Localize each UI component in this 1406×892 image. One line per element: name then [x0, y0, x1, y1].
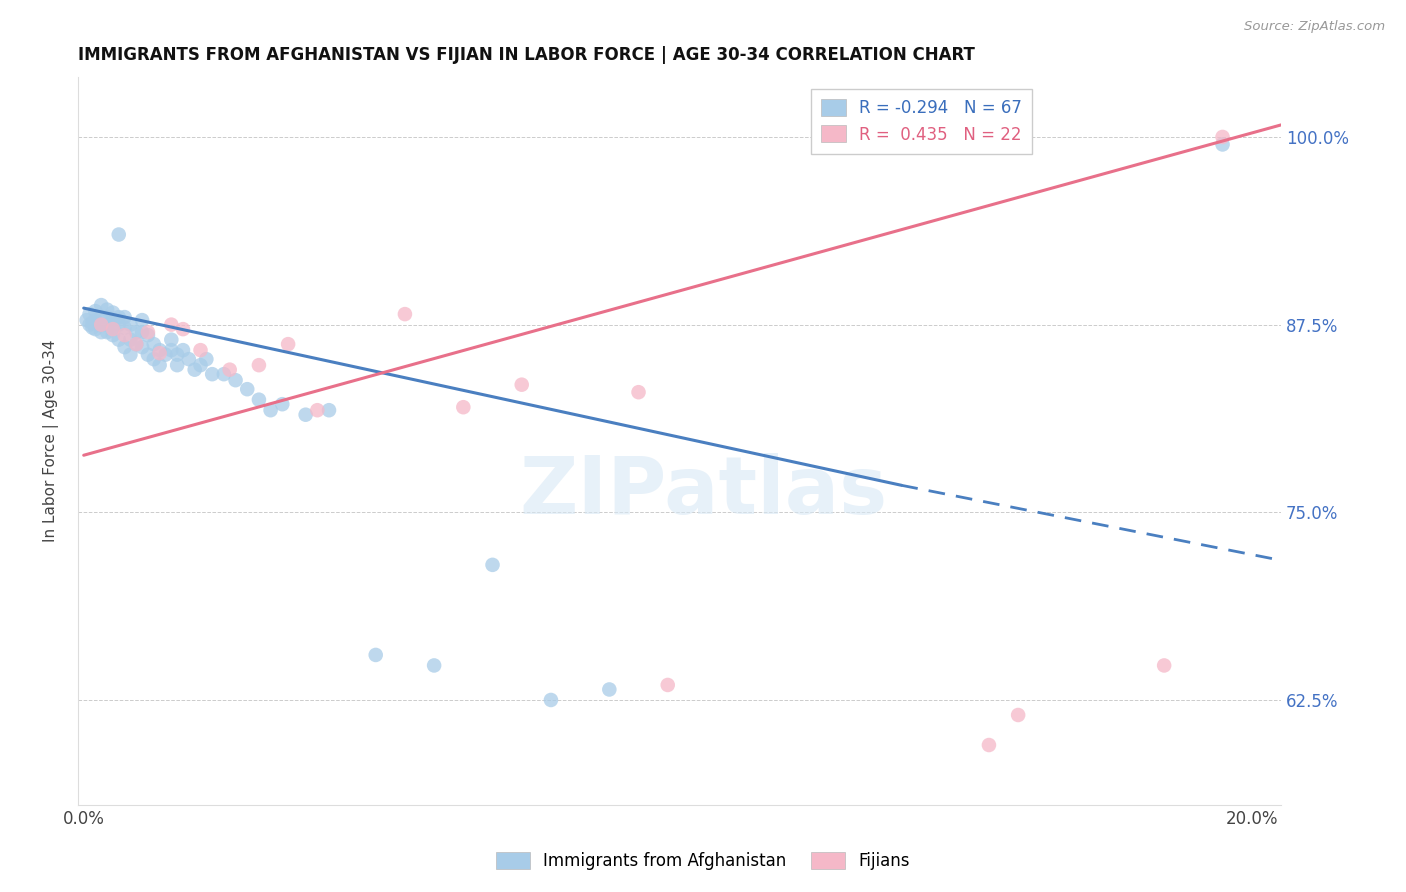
Point — [218, 362, 240, 376]
Point — [977, 738, 1000, 752]
Point — [96, 325, 118, 339]
Point — [166, 348, 188, 362]
Point — [101, 322, 124, 336]
Point — [82, 316, 104, 330]
Point — [107, 333, 129, 347]
Point — [96, 318, 118, 332]
Point — [172, 343, 194, 358]
Point — [160, 333, 183, 347]
Point — [114, 328, 136, 343]
Y-axis label: In Labor Force | Age 30-34: In Labor Force | Age 30-34 — [44, 340, 59, 542]
Point — [172, 322, 194, 336]
Point — [657, 678, 679, 692]
Point — [136, 325, 159, 339]
Point — [131, 325, 153, 339]
Point — [1153, 658, 1175, 673]
Point — [166, 358, 188, 372]
Point — [318, 403, 340, 417]
Point — [225, 373, 247, 387]
Point — [101, 313, 124, 327]
Point — [177, 352, 200, 367]
Point — [598, 682, 620, 697]
Point — [114, 310, 136, 325]
Point — [1212, 130, 1234, 145]
Point — [107, 318, 129, 332]
Point — [540, 693, 562, 707]
Point — [364, 648, 387, 662]
Point — [142, 352, 165, 367]
Point — [247, 392, 270, 407]
Point — [82, 320, 104, 334]
Point — [96, 310, 118, 325]
Text: Source: ZipAtlas.com: Source: ZipAtlas.com — [1244, 20, 1385, 33]
Point — [84, 322, 107, 336]
Legend: R = -0.294   N = 67, R =  0.435   N = 22: R = -0.294 N = 67, R = 0.435 N = 22 — [811, 89, 1032, 153]
Point — [114, 320, 136, 334]
Text: ZIPatlas: ZIPatlas — [519, 453, 887, 531]
Point — [84, 304, 107, 318]
Point — [101, 320, 124, 334]
Point — [160, 318, 183, 332]
Point — [107, 310, 129, 325]
Point — [453, 401, 475, 415]
Point — [481, 558, 503, 572]
Point — [195, 352, 218, 367]
Point — [90, 318, 112, 332]
Text: IMMIGRANTS FROM AFGHANISTAN VS FIJIAN IN LABOR FORCE | AGE 30-34 CORRELATION CHA: IMMIGRANTS FROM AFGHANISTAN VS FIJIAN IN… — [77, 46, 974, 64]
Point — [120, 318, 142, 332]
Point — [79, 307, 101, 321]
Point — [183, 362, 205, 376]
Point — [190, 343, 212, 358]
Point — [120, 333, 142, 347]
Point — [90, 325, 112, 339]
Point — [201, 367, 224, 381]
Point — [90, 298, 112, 312]
Point — [307, 403, 329, 417]
Point — [107, 227, 129, 242]
Point — [125, 337, 148, 351]
Point — [142, 337, 165, 351]
Point — [155, 348, 177, 362]
Point — [149, 358, 172, 372]
Point — [101, 305, 124, 319]
Point — [125, 325, 148, 339]
Point — [120, 348, 142, 362]
Point — [90, 310, 112, 325]
Point — [949, 130, 972, 145]
Point — [136, 328, 159, 343]
Point — [76, 313, 98, 327]
Point — [84, 313, 107, 327]
Point — [125, 337, 148, 351]
Point — [79, 318, 101, 332]
Point — [423, 658, 446, 673]
Point — [271, 397, 294, 411]
Point — [131, 313, 153, 327]
Point — [160, 343, 183, 358]
Point — [394, 307, 416, 321]
Point — [101, 328, 124, 343]
Point — [90, 318, 112, 332]
Point — [114, 340, 136, 354]
Point — [149, 343, 172, 358]
Point — [96, 302, 118, 317]
Point — [1212, 137, 1234, 152]
Point — [1007, 708, 1029, 723]
Point — [236, 382, 259, 396]
Legend: Immigrants from Afghanistan, Fijians: Immigrants from Afghanistan, Fijians — [489, 845, 917, 877]
Point — [149, 346, 172, 360]
Point — [294, 408, 316, 422]
Point — [627, 385, 650, 400]
Point — [136, 348, 159, 362]
Point — [212, 367, 235, 381]
Point — [247, 358, 270, 372]
Point — [190, 358, 212, 372]
Point — [131, 340, 153, 354]
Point — [259, 403, 281, 417]
Point — [510, 377, 533, 392]
Point — [277, 337, 299, 351]
